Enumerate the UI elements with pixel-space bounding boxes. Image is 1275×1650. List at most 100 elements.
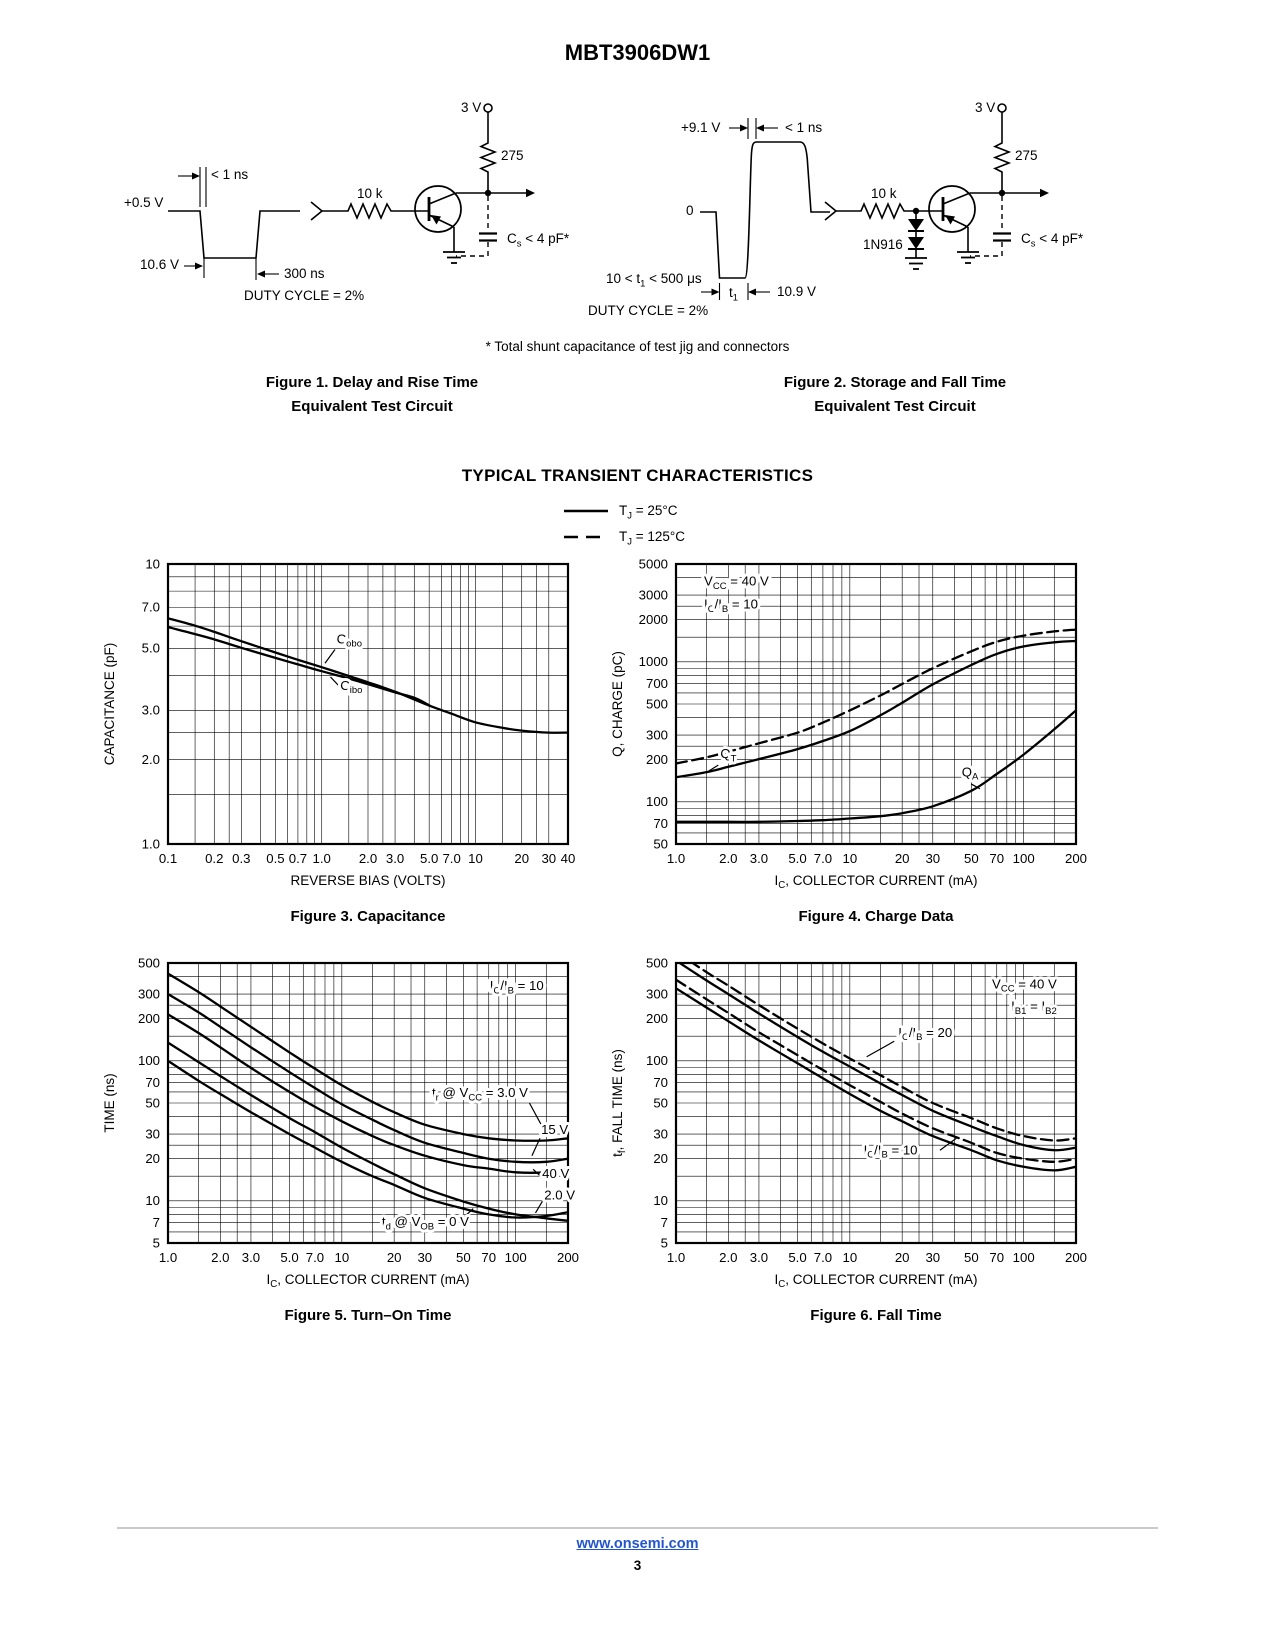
x-axis-title: IC, COLLECTOR CURRENT (mA) [266, 1272, 469, 1290]
y-tick-label: 1.0 [142, 836, 160, 851]
y-tick-label: 5 [661, 1235, 668, 1250]
page-title: MBT3906DW1 [564, 40, 711, 65]
fig1-label-vsupply: 3 V [461, 100, 482, 115]
y-tick-label: 7 [153, 1215, 160, 1230]
label-leader [324, 649, 336, 664]
x-tick-label: 0.7 [289, 851, 307, 866]
y-tick-label: 5.0 [142, 641, 160, 656]
label-leader [939, 1137, 957, 1151]
charts-grid: Cobo Cibo 0.1 0.2 0.3 0.5 0.7 1.0 2.0 3.0 5.0 7.0 10… [100, 552, 1098, 1324]
y-tick-label: 50 [653, 1095, 668, 1110]
curve-qa-25c [676, 709, 1076, 824]
y-tick-label: 7.0 [142, 600, 160, 615]
footer-link[interactable]: www.onsemi.com [576, 1536, 699, 1552]
x-tick-label: 7.0 [306, 1250, 324, 1265]
figure6-fall-time-chart: VCC = 40 V IB1 = IB2 IC/IB = 20 IC/IB = 10 1… [610, 955, 1087, 1290]
fig1-risetime-marker [178, 167, 207, 207]
curve-label: Cobo [337, 632, 362, 650]
curve-label: IB1 = IB2 [1011, 999, 1057, 1017]
fig2-diode-ground-symbol [905, 257, 927, 270]
fig2-diode2 [908, 237, 924, 249]
y-tick-label: 50 [653, 836, 668, 851]
y-tick-label: 3000 [639, 587, 668, 602]
y-tick-label: 2.0 [142, 752, 160, 767]
x-tick-label: 0.5 [266, 851, 284, 866]
curve-label: IC/IB = 10 [864, 1142, 918, 1160]
fig1-vlow-marker [184, 258, 205, 278]
y-tick-label: 10 [145, 1193, 160, 1208]
x-tick-label: 2.0 [719, 851, 737, 866]
x-tick-label: 30 [925, 1250, 940, 1265]
y-tick-label: 700 [646, 676, 668, 691]
x-tick-label: 7.0 [814, 1250, 832, 1265]
x-tick-label: 0.1 [159, 851, 177, 866]
grid [167, 563, 569, 845]
fig2-label-rcollector: 275 [1015, 148, 1038, 163]
curve-ic-ib-10-125c [676, 978, 1076, 1163]
y-tick-label: 100 [138, 1053, 160, 1068]
x-tick-label: 30 [417, 1250, 432, 1265]
x-tick-label: 1.0 [313, 851, 331, 866]
fig2-label-t1: t1 [729, 285, 739, 304]
y-axis-title: TIME (ns) [102, 1073, 117, 1132]
x-tick-label: 10 [842, 1250, 857, 1265]
fig2-t1-arrowhead-left [711, 288, 720, 296]
x-tick-label: 100 [505, 1250, 527, 1265]
figure3-caption: Figure 3. Capacitance [290, 908, 446, 925]
fig2-risetime-arrowhead-left [740, 124, 748, 132]
figure1-caption-line2: Equivalent Test Circuit [291, 398, 453, 415]
curve-label: 15 V [541, 1122, 568, 1137]
x-tick-label: 30 [541, 851, 556, 866]
fig2-risetime-arrowhead-right [756, 124, 764, 132]
y-tick-label: 30 [145, 1126, 160, 1141]
fig1-label-duty: DUTY CYCLE = 2% [244, 288, 365, 303]
x-tick-label: 100 [1013, 851, 1035, 866]
x-tick-label: 10 [842, 851, 857, 866]
fig1-label-edge: < 1 ns [211, 167, 249, 182]
x-tick-label: 50 [456, 1250, 471, 1265]
curve-td-vob-2-0-v [168, 1059, 568, 1219]
fig1-label-rbase: 10 k [357, 186, 383, 201]
figure2-caption: Figure 2. Storage and Fall Time Equivale… [693, 371, 1097, 419]
x-tick-label: 30 [925, 851, 940, 866]
figure1-caption-line1: Figure 1. Delay and Rise Time [265, 374, 479, 391]
figure3-chart-cell: Cobo Cibo 0.1 0.2 0.3 0.5 0.7 1.0 2.0 3.0 5.0 7.0 10… [100, 552, 590, 925]
y-tick-label: 50 [145, 1095, 160, 1110]
x-tick-label: 7.0 [442, 851, 460, 866]
fig1-label-rcollector: 275 [501, 148, 524, 163]
x-tick-label: 70 [989, 1250, 1004, 1265]
x-tick-label: 200 [1065, 851, 1087, 866]
fig2-base-resistor [858, 201, 912, 221]
x-tick-label: 200 [1065, 1250, 1087, 1265]
y-tick-label: 100 [646, 794, 668, 809]
fig2-label-cs: Cs < 4 pF* [1021, 231, 1084, 250]
grid [675, 962, 1077, 1244]
x-tick-label: 3.0 [242, 1250, 260, 1265]
curves [676, 963, 1076, 1172]
x-tick-label: 5.0 [788, 1250, 806, 1265]
curve-qt-25c [676, 639, 1076, 779]
fig1-shunt-capacitor [456, 196, 489, 257]
fig1-label-vlow: 10.6 V [140, 257, 180, 272]
y-axis-title: CAPACITANCE (pF) [102, 643, 117, 766]
fig2-label-vsupply: 3 V [975, 100, 996, 115]
curve-ic-ib-10-25c [676, 987, 1076, 1172]
x-tick-label: 5.0 [420, 851, 438, 866]
section-heading: TYPICAL TRANSIENT CHARACTERISTICS [461, 466, 814, 485]
curve-tr-vcc-3-0-v [168, 972, 568, 1142]
fig2-label-edge: < 1 ns [785, 120, 823, 135]
x-tick-label: 5.0 [788, 851, 806, 866]
fig1-ground-symbol [443, 251, 465, 264]
plot-frame [166, 961, 570, 1245]
figure1-caption: Figure 1. Delay and Rise Time Equivalent… [170, 371, 574, 419]
x-tick-label: 100 [1013, 1250, 1035, 1265]
y-tick-label: 5 [153, 1235, 160, 1250]
x-tick-label: 7.0 [814, 851, 832, 866]
y-tick-label: 300 [646, 727, 668, 742]
figure6-chart-cell: VCC = 40 V IB1 = IB2 IC/IB = 20 IC/IB = 10 1… [608, 951, 1098, 1324]
fig1-emitter-arrow [431, 215, 441, 225]
y-axis-title: Q, CHARGE (pC) [610, 651, 625, 757]
y-tick-label: 200 [646, 1011, 668, 1026]
curves [168, 617, 568, 734]
figure1-circuit [168, 103, 535, 280]
